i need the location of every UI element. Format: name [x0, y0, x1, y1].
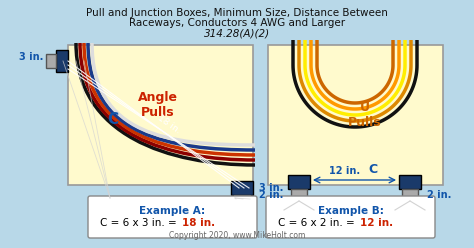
Bar — [56, 50, 68, 72]
Bar — [68, 45, 253, 185]
Text: 3 in.: 3 in. — [259, 183, 283, 193]
Bar — [46, 54, 56, 68]
Text: 18 in.: 18 in. — [182, 218, 215, 228]
Text: C = 6 x 2 in. =: C = 6 x 2 in. = — [278, 218, 358, 228]
Text: U
Pulls: U Pulls — [348, 101, 382, 129]
Text: 2 in.: 2 in. — [259, 190, 283, 200]
FancyBboxPatch shape — [88, 196, 257, 238]
Bar — [234, 195, 250, 205]
FancyBboxPatch shape — [266, 196, 435, 238]
Text: 18 in.: 18 in. — [155, 114, 182, 136]
Text: Copyright 2020, www.MikeHolt.com: Copyright 2020, www.MikeHolt.com — [169, 231, 305, 240]
Text: 12 in.: 12 in. — [329, 166, 360, 176]
Bar — [231, 181, 253, 195]
Text: 2 in.: 2 in. — [427, 190, 451, 200]
Text: 12 in.: 12 in. — [360, 218, 393, 228]
Text: Angle
Pulls: Angle Pulls — [138, 91, 178, 119]
Bar — [291, 189, 307, 201]
Text: Pull and Junction Boxes, Minimum Size, Distance Between: Pull and Junction Boxes, Minimum Size, D… — [86, 8, 388, 18]
Text: Example B:: Example B: — [318, 206, 383, 216]
Bar — [288, 175, 310, 189]
Bar — [402, 189, 418, 201]
Text: C: C — [368, 163, 377, 176]
Bar — [399, 175, 421, 189]
Text: 314.28(A)(2): 314.28(A)(2) — [204, 28, 270, 38]
Text: Raceways, Conductors 4 AWG and Larger: Raceways, Conductors 4 AWG and Larger — [129, 18, 345, 28]
Bar — [268, 45, 443, 185]
Text: Example A:: Example A: — [139, 206, 206, 216]
Text: 3 in.: 3 in. — [18, 52, 43, 62]
Text: C = 6 x 3 in. =: C = 6 x 3 in. = — [100, 218, 180, 228]
Text: C: C — [108, 113, 118, 127]
